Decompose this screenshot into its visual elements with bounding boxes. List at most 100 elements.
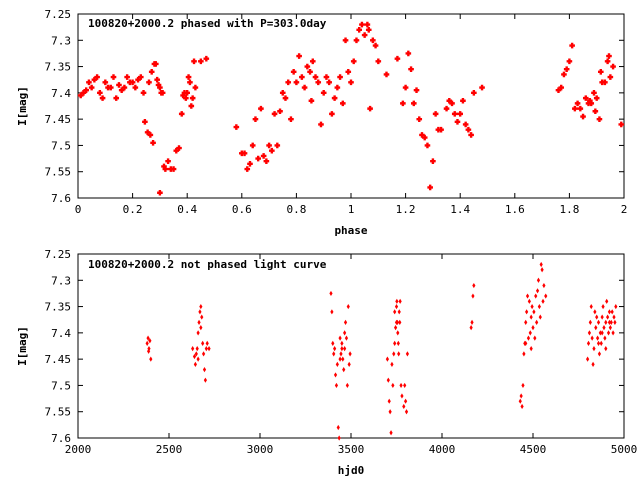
data-point xyxy=(582,95,589,101)
data-point xyxy=(201,351,206,357)
data-point xyxy=(607,309,612,315)
data-point xyxy=(535,319,539,325)
data-point xyxy=(542,282,546,289)
y-tick-label: 7.6 xyxy=(51,432,71,445)
data-point xyxy=(618,121,625,128)
data-point xyxy=(147,346,151,352)
x-tick-label: 4500 xyxy=(520,443,547,456)
data-point xyxy=(404,409,409,415)
data-point xyxy=(165,158,171,164)
data-point xyxy=(396,330,400,336)
data-point xyxy=(173,147,180,154)
data-point xyxy=(449,100,455,107)
chart-title: 100820+2000.2 not phased light curve xyxy=(88,258,327,271)
x-tick-label: 0.6 xyxy=(232,203,252,216)
data-point xyxy=(129,79,136,86)
data-point xyxy=(393,340,397,346)
data-point xyxy=(519,393,523,399)
axis-ticks: 2000 2500 3000 3500 4000 4500 5000 7.25 7.3 7.35 7… xyxy=(45,248,638,456)
data-point xyxy=(591,361,595,367)
data-point xyxy=(198,309,202,315)
y-tick-label: 7.6 xyxy=(51,192,71,205)
data-point xyxy=(148,338,152,344)
data-point xyxy=(249,142,256,149)
data-point xyxy=(524,319,528,325)
data-point xyxy=(580,113,586,120)
data-point xyxy=(470,319,474,325)
data-point xyxy=(338,356,342,362)
data-point xyxy=(198,58,204,65)
data-point xyxy=(596,340,601,346)
data-point xyxy=(308,97,315,104)
data-point xyxy=(148,69,155,75)
data-point xyxy=(532,309,536,315)
data-point xyxy=(203,377,207,383)
data-point xyxy=(342,37,349,44)
data-point xyxy=(339,351,343,357)
y-tick-label: 7.4 xyxy=(51,327,71,340)
data-point xyxy=(527,298,531,304)
data-point xyxy=(191,58,197,65)
data-point xyxy=(350,58,357,65)
data-point xyxy=(394,303,399,310)
data-point xyxy=(161,163,167,170)
data-point xyxy=(391,382,395,389)
data-point xyxy=(537,303,541,310)
data-point xyxy=(304,63,311,70)
data-point xyxy=(596,335,600,341)
data-point xyxy=(590,335,594,341)
data-point xyxy=(118,87,125,94)
data-point xyxy=(451,111,458,117)
data-point xyxy=(185,74,192,80)
data-point xyxy=(367,105,373,112)
data-point xyxy=(395,298,399,304)
data-point xyxy=(600,314,604,320)
data-point xyxy=(393,325,398,331)
data-point xyxy=(315,79,322,86)
data-point xyxy=(588,319,592,325)
x-tick-label: 2 xyxy=(621,203,628,216)
data-point xyxy=(607,319,612,325)
x-tick-label: 0.8 xyxy=(286,203,306,216)
data-point xyxy=(342,367,346,373)
data-point xyxy=(597,69,604,75)
x-tick-label: 0.2 xyxy=(123,203,143,216)
data-points xyxy=(145,261,618,441)
data-point xyxy=(147,348,151,354)
data-point xyxy=(479,84,485,91)
data-point xyxy=(394,319,399,325)
data-point xyxy=(244,166,251,172)
data-point xyxy=(348,351,352,357)
data-point xyxy=(110,74,117,80)
data-point xyxy=(345,382,349,389)
data-point xyxy=(402,84,409,91)
data-point xyxy=(97,90,103,96)
data-point xyxy=(288,116,294,122)
data-point xyxy=(88,84,95,91)
chart-title: 100820+2000.2 phased with P=303.0day xyxy=(88,17,327,30)
data-point xyxy=(121,84,128,91)
data-point xyxy=(343,346,347,352)
data-point xyxy=(386,377,390,383)
y-tick-label: 7.25 xyxy=(45,248,72,261)
data-point xyxy=(361,32,368,38)
data-point xyxy=(522,351,526,357)
data-point xyxy=(387,398,391,404)
data-point xyxy=(178,111,185,117)
data-point xyxy=(364,21,371,28)
x-tick-label: 3000 xyxy=(247,443,274,456)
data-point xyxy=(572,105,578,112)
x-tick-label: 1.6 xyxy=(505,203,525,216)
data-point xyxy=(205,340,209,346)
x-axis-label: phase xyxy=(334,224,367,237)
data-point xyxy=(340,346,344,352)
data-point xyxy=(471,90,477,96)
x-tick-label: 2000 xyxy=(65,443,92,456)
data-point xyxy=(180,92,186,99)
data-point xyxy=(86,79,92,86)
data-point xyxy=(153,61,159,67)
y-tick-label: 7.55 xyxy=(45,406,72,419)
y-tick-label: 7.35 xyxy=(45,301,72,314)
data-point xyxy=(365,26,372,33)
data-point xyxy=(605,298,609,304)
